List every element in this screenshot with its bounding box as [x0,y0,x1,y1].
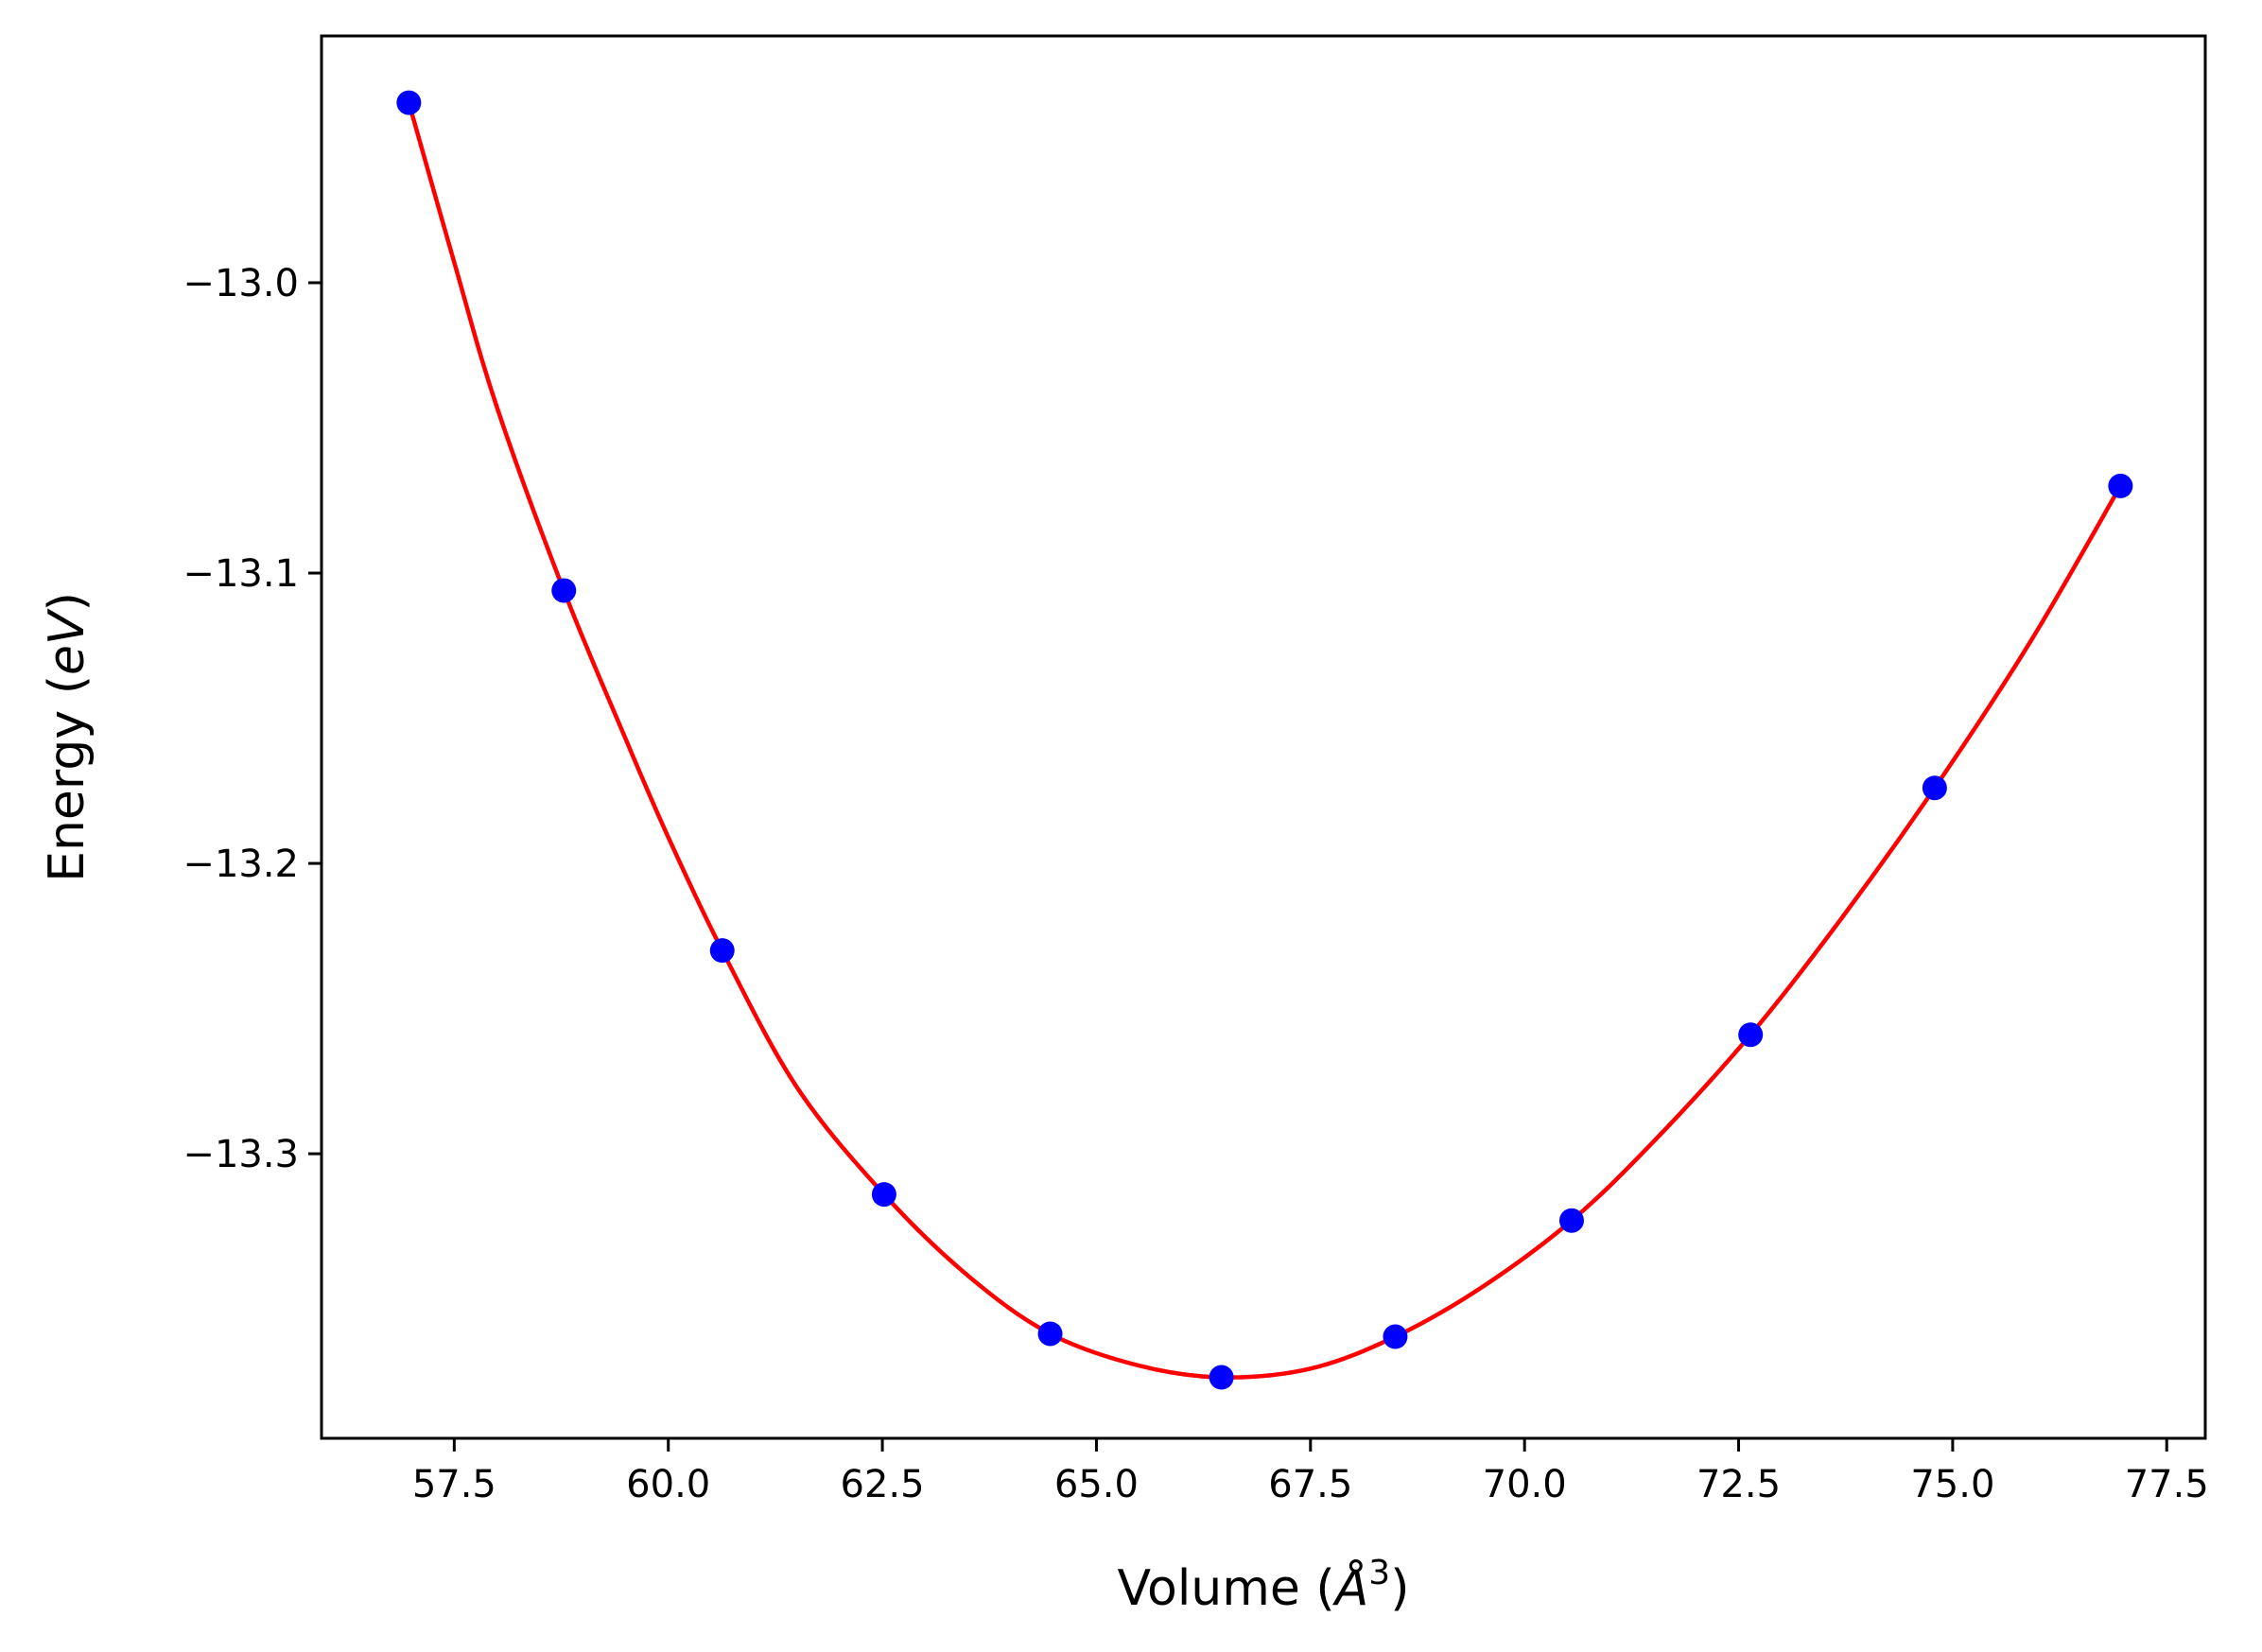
data-point [2108,473,2133,498]
x-tick-label: 67.5 [1268,1463,1352,1506]
data-point [1209,1365,1234,1390]
y-tick-label: −13.0 [183,262,299,305]
fit-curve-line [407,102,2123,1380]
data-point [1922,775,1947,801]
data-point [396,90,422,115]
data-point [709,938,735,964]
x-tick-label: 60.0 [626,1463,710,1506]
y-axis-title-suffix: ) [39,592,96,611]
y-tick-label: −13.3 [183,1133,299,1176]
x-axis-title-exponent: 3 [1368,1554,1390,1592]
data-point [1738,1022,1764,1048]
x-axis-title-prefix: Volume ( [1118,1560,1335,1617]
data-point [1037,1321,1063,1347]
data-point [1558,1208,1584,1233]
y-tick-label: −13.2 [183,843,299,886]
x-tick-label: 70.0 [1483,1463,1567,1506]
y-axis-title: Energy (eV) [39,592,96,882]
data-point [551,578,577,603]
x-tick-label: 65.0 [1054,1463,1139,1506]
x-tick-label: 75.0 [1910,1463,1994,1506]
x-axis-title-suffix: ) [1390,1560,1409,1617]
x-axis-title: Volume (Å3) [1118,1554,1410,1617]
y-tick-label: −13.1 [183,552,299,596]
x-axis-title-unit: Å [1332,1558,1369,1617]
data-point [1383,1324,1408,1349]
x-tick-label: 72.5 [1696,1463,1781,1506]
y-axis-title-unit: eV [39,608,96,675]
data-point [871,1182,896,1208]
x-tick-label: 62.5 [841,1463,925,1506]
x-axis-ticks: 57.5 60.0 62.5 65.0 67.5 70.0 72.5 75.0 77.5 [412,1438,2209,1506]
y-axis-title-prefix: Energy ( [39,675,96,882]
x-tick-label: 77.5 [2125,1463,2209,1506]
plot-layer [396,90,2133,1390]
plot-area-frame [320,34,2207,1440]
x-tick-label: 57.5 [412,1463,496,1506]
y-axis-ticks: −13.0 −13.1 −13.2 −13.3 [183,262,322,1176]
